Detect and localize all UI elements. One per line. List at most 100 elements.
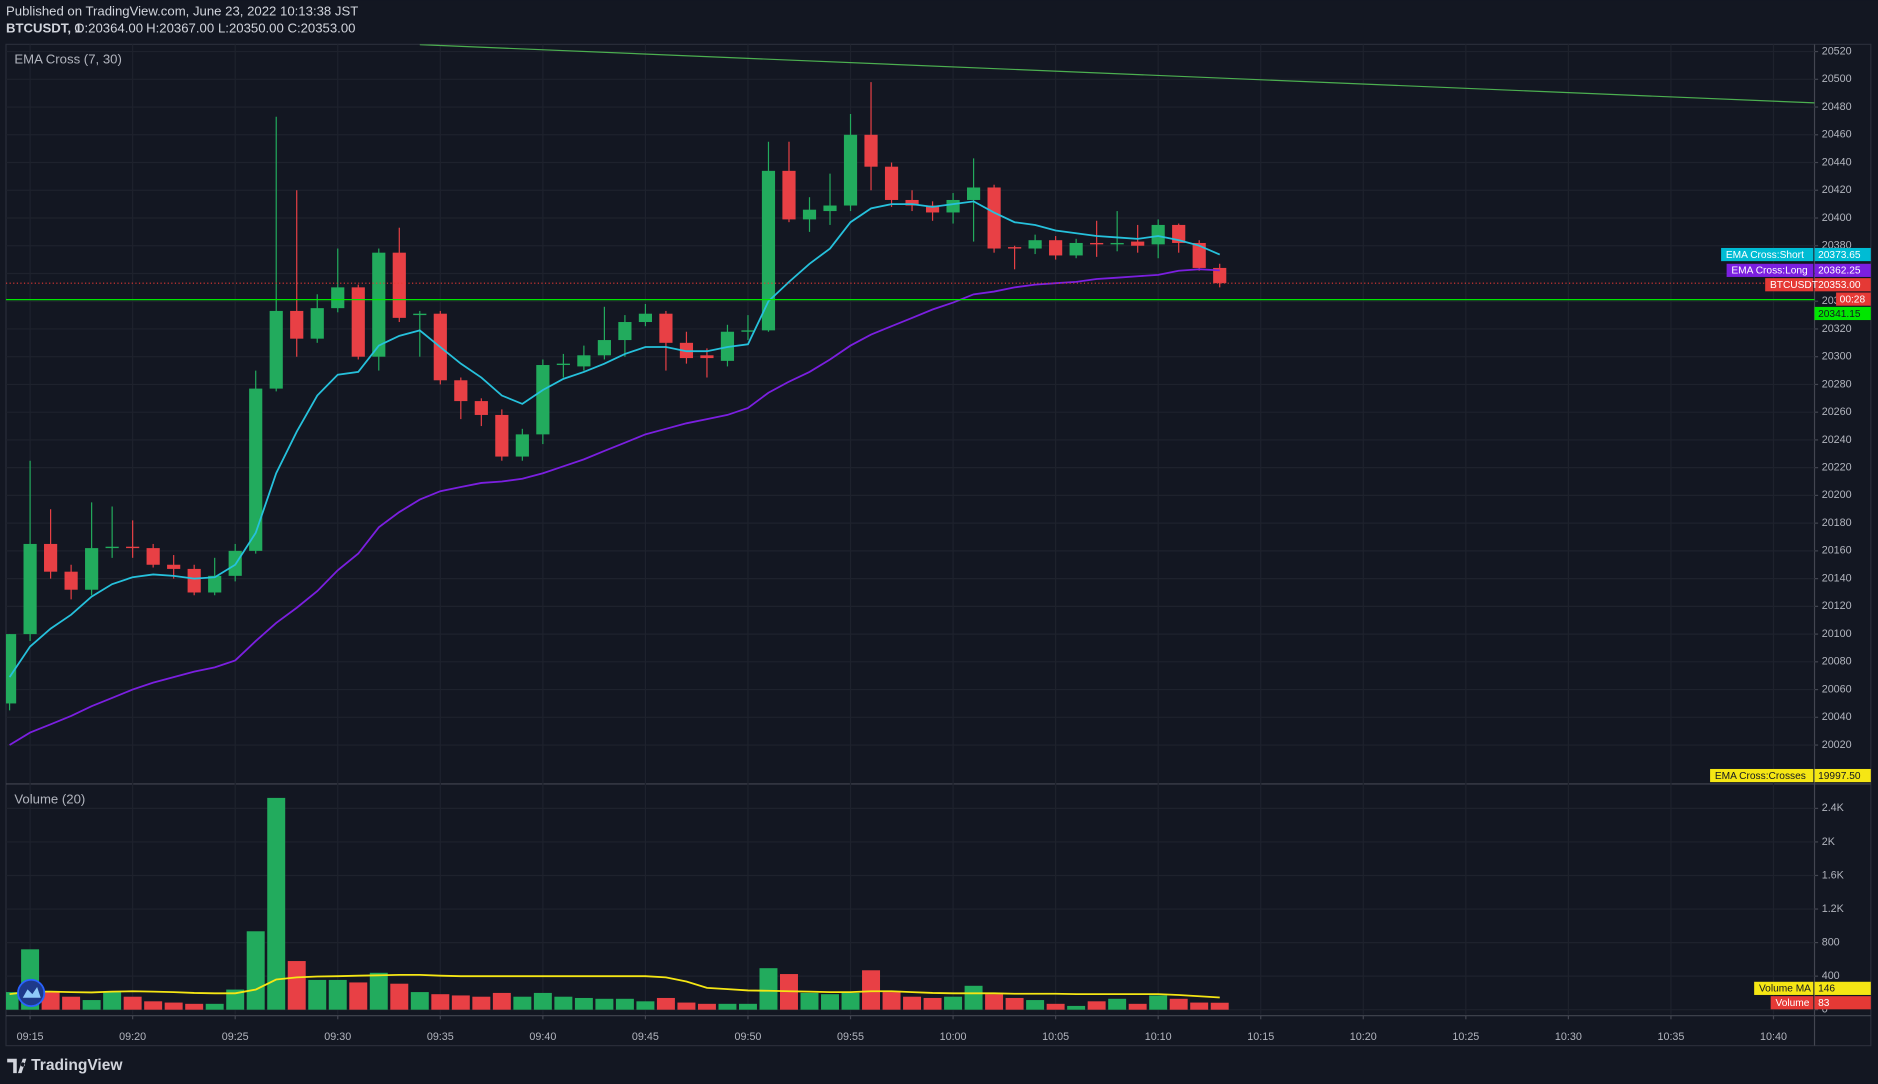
volume-bar <box>1005 997 1024 1010</box>
x-tick-label: 10:25 <box>1452 1031 1479 1043</box>
volume-bar <box>677 1002 696 1010</box>
volume-bar <box>308 979 327 1010</box>
y-tick-label: 20040 <box>1822 711 1852 723</box>
volume-bar <box>328 979 347 1010</box>
brand: TradingView <box>31 1057 123 1074</box>
volume-bar <box>246 931 265 1010</box>
candle-body <box>44 543 58 572</box>
y-tick-label: 20320 <box>1822 323 1852 335</box>
price-tag-name-box <box>1770 996 1814 1010</box>
volume-bar <box>800 992 819 1010</box>
ohlc-close: C:20353.00 <box>287 20 355 35</box>
volume-bar <box>185 1003 204 1010</box>
y-tick-label: 20180 <box>1822 517 1852 529</box>
price-tag-box <box>1814 263 1871 277</box>
y-tick-label: 800 <box>1822 936 1840 948</box>
price-tag-value: 20353.00 <box>1818 280 1861 291</box>
frame <box>5 43 1872 1047</box>
volume-bar <box>451 995 470 1010</box>
volume-bar <box>267 797 286 1010</box>
y-tick-label: 20080 <box>1822 656 1852 668</box>
y-tick-label: 20260 <box>1822 406 1852 418</box>
volume-bar <box>472 996 491 1010</box>
y-tick-label: 20300 <box>1822 351 1852 363</box>
price-tag-name: BTCUSDT <box>1770 280 1818 291</box>
volume-bar <box>103 992 122 1010</box>
y-tick-label: 20280 <box>1822 378 1852 390</box>
candle-body <box>454 380 468 402</box>
volume-bar <box>964 985 983 1010</box>
y-tick-label: 20240 <box>1822 434 1852 446</box>
y-tick-label: 400 <box>1822 970 1840 982</box>
price-tag-value: 146 <box>1818 984 1835 995</box>
y-tick-label: 1.6K <box>1822 869 1845 881</box>
candle-body <box>249 388 263 551</box>
price-tag-name-box <box>1765 278 1814 292</box>
price-tag-name-box <box>1721 247 1814 262</box>
volume-bar <box>738 1003 757 1010</box>
candle-body <box>105 546 119 549</box>
volume-bar <box>595 998 614 1010</box>
candle-body <box>966 187 981 200</box>
candle-body <box>1090 242 1104 245</box>
y-tick-label: 2K <box>1822 836 1836 848</box>
candle-body <box>987 187 1001 249</box>
volume-bar <box>718 1003 737 1010</box>
candle-body <box>474 401 488 415</box>
y-tick-label: 20420 <box>1822 184 1852 196</box>
candle-body <box>23 543 37 635</box>
volume-ma-line <box>9 973 1220 999</box>
candle-body <box>741 330 755 332</box>
volume-bar <box>5 992 19 1010</box>
volume-bar <box>62 996 81 1010</box>
y-tick-label: 20480 <box>1822 101 1852 113</box>
candle-body <box>413 313 427 316</box>
volume-bar <box>554 996 573 1010</box>
volume-bar <box>615 998 634 1010</box>
candle-body <box>638 313 653 323</box>
volume-bar <box>1128 1003 1147 1010</box>
x-tick-label: 09:20 <box>119 1031 146 1043</box>
candle-body <box>495 414 509 457</box>
x-tick-label: 10:40 <box>1760 1031 1787 1043</box>
volume-bar <box>349 982 368 1010</box>
volume-bar <box>226 989 245 1010</box>
volume-bar <box>862 970 881 1010</box>
price-tag-value: 20341.15 <box>1818 309 1861 320</box>
ohlc-high: H:20367.00 <box>146 20 214 35</box>
candle-body <box>823 205 837 212</box>
y-tick-label: 20120 <box>1822 600 1852 612</box>
volume-bar <box>410 992 429 1010</box>
volume-bar <box>41 992 60 1010</box>
volume-bar <box>1087 1001 1106 1010</box>
price-tag-box <box>1814 996 1871 1010</box>
candle-body <box>577 355 591 367</box>
axes: 20020 20040 20060 20080 20100 20120 20140 20160… <box>17 45 1852 1043</box>
candle-body <box>1131 241 1145 246</box>
volume-bar <box>821 994 839 1010</box>
volume-bar <box>841 992 860 1010</box>
trend-line <box>419 44 1815 104</box>
volume-bar <box>533 992 552 1010</box>
candle-body <box>925 205 940 213</box>
candle-body <box>1172 224 1186 243</box>
candle-body <box>1110 242 1124 245</box>
candle-body <box>618 322 632 341</box>
pane-title: EMA Cross (7, 30) <box>14 51 121 66</box>
candle-body <box>515 434 529 457</box>
candle-body <box>1069 242 1083 256</box>
volume-bar <box>1190 1002 1209 1010</box>
x-tick-label: 09:50 <box>734 1031 761 1043</box>
price-tag-box <box>1814 278 1871 292</box>
y-tick-label: 2.4K <box>1822 802 1845 814</box>
candle-body <box>556 363 570 366</box>
price-tag-name: Volume MA <box>1759 984 1811 995</box>
x-tick-label: 09:40 <box>529 1031 556 1043</box>
volume-bar <box>985 994 1004 1010</box>
countdown: 00:28 <box>1840 294 1866 305</box>
volume-bar <box>903 996 922 1010</box>
candle-body <box>208 575 222 593</box>
candle-body <box>905 199 919 206</box>
x-tick-label: 10:35 <box>1657 1031 1684 1043</box>
